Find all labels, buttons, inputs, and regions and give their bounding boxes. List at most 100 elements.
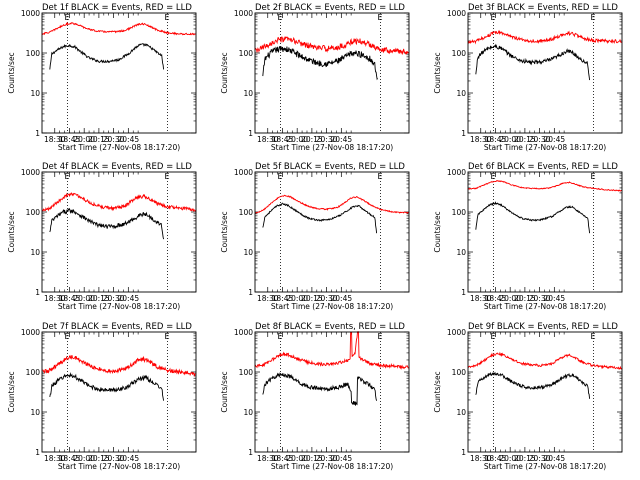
plot-frame xyxy=(254,331,410,453)
x-tick-label: 18:30 xyxy=(44,454,66,463)
plot-frame xyxy=(467,171,623,293)
panel-title: Det 1f BLACK = Events, RED = LLD xyxy=(42,3,192,13)
x-tick-label: 18:45 xyxy=(485,294,507,303)
plot-frame xyxy=(254,12,410,134)
series-line-events xyxy=(262,202,378,234)
series-line-lld xyxy=(41,354,196,378)
x-tick-label: 20:45 xyxy=(118,454,140,463)
series-line-lld xyxy=(41,21,197,36)
event-marker-label: E xyxy=(378,13,383,22)
x-tick-label: 20:45 xyxy=(544,135,566,144)
y-tick-label: 1 xyxy=(35,448,40,457)
event-marker-label: E xyxy=(591,172,596,181)
series-line-lld xyxy=(254,36,410,56)
x-axis-label: Start Time (27-Nov-08 18:17:20) xyxy=(484,143,606,152)
y-tick-label: 100 xyxy=(452,49,467,58)
detector-panel-5: Det 5f BLACK = Events, RED = LLD Counts/s… xyxy=(220,162,410,311)
detector-panel-2: Det 2f BLACK = Events, RED = LLD Counts/s… xyxy=(220,3,410,152)
x-tick-label: 18:30 xyxy=(470,454,492,463)
event-marker-label: E xyxy=(591,332,596,341)
x-tick-label: 20:30 xyxy=(103,135,125,144)
x-tick-label: 18:45 xyxy=(272,454,294,463)
x-axis-label: Start Time (27-Nov-08 18:17:20) xyxy=(58,143,180,152)
y-tick-label: 100 xyxy=(239,49,254,58)
x-tick-label: 20:15 xyxy=(301,454,323,463)
event-marker-label: E xyxy=(165,172,170,181)
y-tick-label: 100 xyxy=(26,208,41,217)
y-tick-label: 1000 xyxy=(234,328,253,337)
x-tick-label: 18:30 xyxy=(44,135,66,144)
series-line-lld xyxy=(41,192,197,212)
detector-panel-9: Det 9f BLACK = Events, RED = LLD Counts/s… xyxy=(433,322,623,471)
x-tick-label: 18:30 xyxy=(470,135,492,144)
y-tick-label: 1000 xyxy=(21,328,40,337)
y-tick-label: 1000 xyxy=(234,168,253,177)
y-tick-label: 100 xyxy=(239,368,254,377)
x-tick-label: 20:00 xyxy=(73,135,95,144)
x-tick-label: 20:30 xyxy=(529,454,551,463)
x-axis-label: Start Time (27-Nov-08 18:17:20) xyxy=(58,302,180,311)
y-tick-label: 1 xyxy=(35,288,40,297)
x-tick-label: 18:45 xyxy=(59,454,81,463)
y-tick-label: 100 xyxy=(239,208,254,217)
x-tick-label: 18:30 xyxy=(257,454,279,463)
event-marker-label: E xyxy=(491,332,496,341)
x-tick-label: 18:30 xyxy=(257,294,279,303)
event-marker-label: E xyxy=(278,13,283,22)
y-tick-label: 1000 xyxy=(447,9,466,18)
series-line-lld xyxy=(467,180,623,192)
y-tick-label: 1000 xyxy=(447,328,466,337)
series-line-events xyxy=(475,43,591,81)
y-axis-label: Counts/sec xyxy=(220,371,229,412)
x-tick-label: 20:00 xyxy=(73,454,95,463)
y-axis-label: Counts/sec xyxy=(7,52,16,93)
x-tick-label: 18:30 xyxy=(470,294,492,303)
x-axis-label: Start Time (27-Nov-08 18:17:20) xyxy=(271,302,393,311)
y-axis-label: Counts/sec xyxy=(220,211,229,252)
x-tick-label: 18:45 xyxy=(485,135,507,144)
series-line-lld xyxy=(254,330,410,370)
x-tick-label: 20:00 xyxy=(286,454,308,463)
y-tick-label: 1 xyxy=(461,129,466,138)
event-marker-label: E xyxy=(165,332,170,341)
event-marker-label: E xyxy=(65,13,70,22)
series-line-events xyxy=(49,207,165,240)
y-tick-label: 10 xyxy=(456,408,466,417)
x-tick-label: 20:00 xyxy=(499,135,521,144)
x-tick-label: 20:15 xyxy=(88,454,110,463)
y-axis-label: Counts/sec xyxy=(433,371,442,412)
x-axis-label: Start Time (27-Nov-08 18:17:20) xyxy=(58,462,180,471)
x-axis-label: Start Time (27-Nov-08 18:17:20) xyxy=(484,302,606,311)
y-tick-label: 100 xyxy=(452,368,467,377)
x-tick-label: 20:15 xyxy=(301,294,323,303)
x-tick-label: 20:45 xyxy=(118,135,140,144)
y-tick-label: 1000 xyxy=(234,9,253,18)
x-tick-label: 20:00 xyxy=(499,454,521,463)
x-tick-label: 18:45 xyxy=(272,294,294,303)
plot-frame xyxy=(41,331,197,453)
series-line-lld xyxy=(467,351,623,371)
x-tick-label: 20:45 xyxy=(118,294,140,303)
y-tick-label: 1 xyxy=(35,129,40,138)
x-tick-label: 20:15 xyxy=(514,454,536,463)
y-tick-label: 10 xyxy=(30,408,40,417)
x-tick-label: 20:15 xyxy=(514,135,536,144)
plot-frame xyxy=(254,171,410,293)
x-tick-label: 18:45 xyxy=(272,135,294,144)
x-tick-label: 20:45 xyxy=(544,454,566,463)
detector-panel-3: Det 3f BLACK = Events, RED = LLD Counts/s… xyxy=(433,3,623,152)
y-tick-label: 100 xyxy=(26,49,41,58)
x-axis-label: Start Time (27-Nov-08 18:17:20) xyxy=(484,462,606,471)
x-axis-label: Start Time (27-Nov-08 18:17:20) xyxy=(271,143,393,152)
x-tick-label: 20:00 xyxy=(286,135,308,144)
event-marker-label: E xyxy=(278,332,283,341)
y-tick-label: 1000 xyxy=(21,9,40,18)
series-line-events xyxy=(475,201,591,234)
x-tick-label: 20:45 xyxy=(331,294,353,303)
x-tick-label: 20:15 xyxy=(514,294,536,303)
y-tick-label: 1 xyxy=(248,448,253,457)
y-tick-label: 10 xyxy=(243,89,253,98)
x-tick-label: 20:45 xyxy=(544,294,566,303)
x-tick-label: 18:30 xyxy=(44,294,66,303)
